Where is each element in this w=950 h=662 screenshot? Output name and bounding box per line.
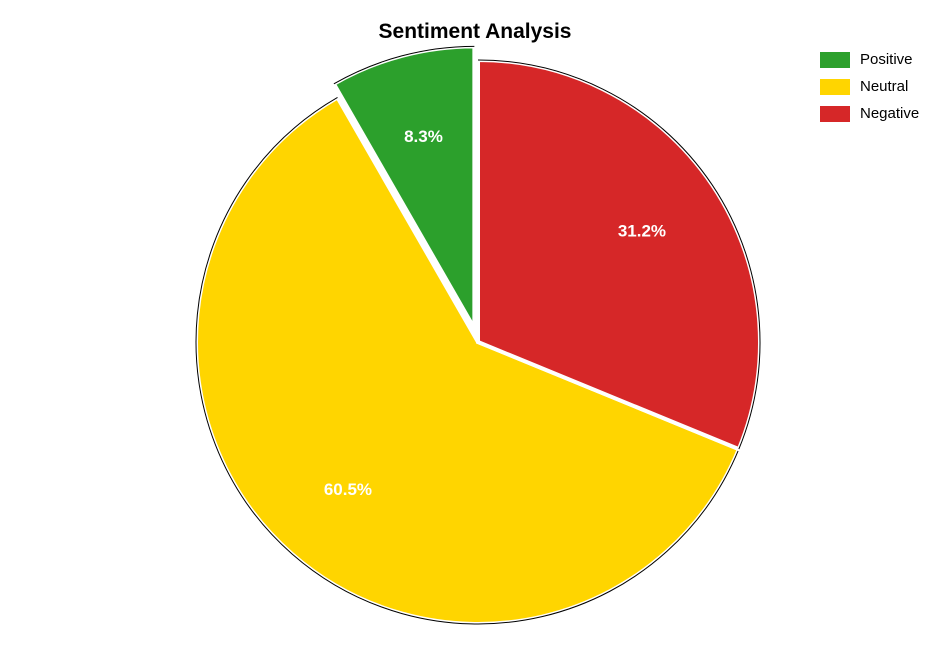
pie-chart-svg: 8.3% 60.5% 31.2%: [0, 0, 950, 662]
legend-item-neutral: Neutral: [820, 75, 919, 98]
legend-swatch: [820, 52, 850, 68]
legend-swatch: [820, 79, 850, 95]
legend-label: Positive: [860, 51, 913, 68]
pie-slice-label-negative: 31.2%: [618, 222, 666, 241]
pie-chart-container: Sentiment Analysis 8.3%60.5%31.2% Positi…: [0, 0, 950, 662]
legend-label: Negative: [860, 105, 919, 122]
pie-slice-label-positive: 8.3%: [404, 127, 443, 146]
legend-label: Neutral: [860, 78, 908, 95]
legend-item-positive: Positive: [820, 48, 919, 71]
legend: Positive Neutral Negative: [820, 48, 919, 129]
legend-item-negative: Negative: [820, 102, 919, 125]
legend-swatch: [820, 106, 850, 122]
pie-slice-label-neutral: 60.5%: [324, 480, 372, 499]
